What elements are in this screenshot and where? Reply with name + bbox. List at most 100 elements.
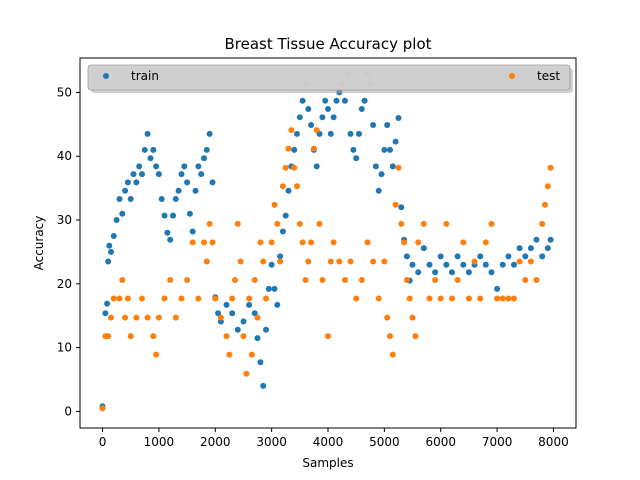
test-point xyxy=(119,277,126,283)
test-point xyxy=(389,351,396,358)
test-point xyxy=(127,333,134,340)
train-point xyxy=(181,163,188,170)
test-point xyxy=(263,295,269,302)
train-point xyxy=(147,155,154,162)
test-point xyxy=(522,277,529,283)
test-point xyxy=(161,295,168,302)
legend-label-train: train xyxy=(131,69,159,83)
train-point xyxy=(279,228,286,235)
train-point xyxy=(327,130,334,137)
train-point xyxy=(372,163,379,170)
test-point xyxy=(246,295,253,302)
test-point xyxy=(533,277,540,283)
train-point xyxy=(277,253,284,260)
train-point xyxy=(167,236,174,243)
train-point xyxy=(313,163,320,170)
test-point xyxy=(539,220,546,227)
train-point xyxy=(389,163,396,170)
test-point xyxy=(370,258,377,265)
train-point xyxy=(322,97,329,104)
train-point xyxy=(516,245,523,252)
test-point xyxy=(178,295,185,302)
train-point xyxy=(378,171,385,178)
train-point xyxy=(201,155,207,162)
test-point xyxy=(116,295,123,302)
test-point xyxy=(412,333,419,340)
y-axis-label: Accuracy xyxy=(32,216,46,271)
train-point xyxy=(361,97,368,104)
train-point xyxy=(282,212,289,219)
train-point xyxy=(263,326,269,333)
train-point xyxy=(347,130,354,137)
test-point xyxy=(449,295,455,302)
test-point xyxy=(172,314,179,321)
train-point xyxy=(257,359,264,366)
x-tick-label: 2000 xyxy=(200,435,231,449)
train-point xyxy=(153,163,160,170)
test-point xyxy=(105,333,112,340)
test-point xyxy=(268,239,275,246)
test-point xyxy=(460,239,467,246)
test-point xyxy=(217,314,224,321)
test-point xyxy=(437,295,444,302)
train-point xyxy=(392,138,399,145)
train-point xyxy=(119,210,126,217)
train-point xyxy=(319,114,326,121)
train-point xyxy=(375,187,382,194)
test-point xyxy=(229,295,236,302)
test-point xyxy=(305,258,312,265)
test-point xyxy=(454,277,461,283)
test-point xyxy=(375,295,382,302)
test-point xyxy=(108,314,114,321)
test-point xyxy=(364,239,371,246)
x-tick-label: 6000 xyxy=(425,435,456,449)
train-point xyxy=(198,171,205,178)
test-point xyxy=(395,164,402,171)
test-point xyxy=(443,220,450,227)
test-point xyxy=(403,277,410,283)
test-point xyxy=(358,277,365,283)
legend-box xyxy=(87,64,571,91)
train-point xyxy=(178,171,185,178)
train-point xyxy=(251,310,258,317)
train-point xyxy=(110,233,117,239)
test-point xyxy=(308,239,315,246)
train-point xyxy=(206,130,213,137)
train-point xyxy=(285,187,292,194)
test-point xyxy=(494,295,501,302)
train-point xyxy=(454,253,461,260)
test-point xyxy=(282,164,289,171)
test-point xyxy=(240,333,247,340)
test-point xyxy=(544,183,551,190)
test-point xyxy=(274,220,281,227)
test-point xyxy=(209,239,216,246)
test-point xyxy=(234,220,241,227)
x-tick-label: 7000 xyxy=(482,435,513,449)
test-point xyxy=(139,295,145,302)
test-point xyxy=(124,295,131,302)
train-point xyxy=(158,196,165,202)
test-point xyxy=(347,258,354,265)
test-point xyxy=(260,258,267,265)
train-point xyxy=(449,269,455,276)
legend: train test xyxy=(87,64,573,93)
train-point xyxy=(341,97,348,104)
train-point xyxy=(105,258,112,265)
test-point xyxy=(195,295,202,302)
train-point xyxy=(437,253,444,260)
train-point xyxy=(274,301,281,308)
train-point xyxy=(482,261,489,268)
train-point xyxy=(533,236,540,243)
test-point xyxy=(155,314,162,321)
train-point xyxy=(189,228,196,235)
train-point xyxy=(353,155,360,162)
test-point xyxy=(341,277,348,283)
train-point xyxy=(420,245,427,252)
train-point xyxy=(403,253,410,260)
x-axis-ticks: 0 1000 2000 3000 4000 5000 6000 7000 8000 xyxy=(99,428,569,449)
train-point xyxy=(299,97,306,104)
train-point xyxy=(308,122,315,128)
test-point xyxy=(291,164,298,171)
test-point xyxy=(153,351,160,358)
